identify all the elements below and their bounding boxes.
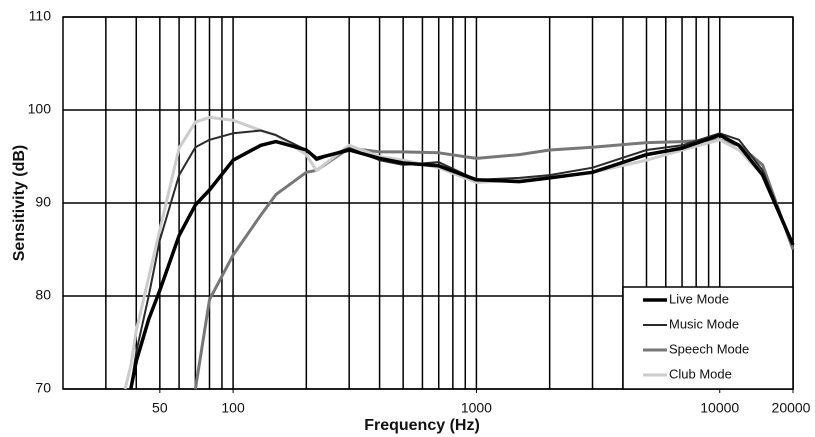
y-tick-label: 110 — [29, 8, 52, 24]
x-tick-label: 10000 — [700, 400, 739, 416]
y-tick-label: 70 — [35, 380, 51, 396]
y-axis-label: Sensitivity (dB) — [11, 145, 28, 261]
x-tick-label: 1000 — [461, 400, 492, 416]
legend-label: Speech Mode — [669, 341, 749, 356]
x-tick-label: 50 — [152, 400, 168, 416]
x-tick-label: 100 — [221, 400, 245, 416]
x-tick-label: 20000 — [772, 400, 811, 416]
y-tick-label: 90 — [35, 194, 51, 210]
legend-label: Live Mode — [669, 291, 729, 306]
legend-box — [622, 286, 794, 390]
series-line — [123, 115, 795, 390]
legend-label: Club Mode — [669, 366, 732, 381]
y-tick-label: 100 — [28, 101, 52, 117]
x-axis-label: Frequency (Hz) — [364, 417, 480, 434]
legend-label: Music Mode — [669, 316, 739, 331]
series-line — [129, 133, 795, 390]
y-tick-label: 80 — [35, 287, 51, 303]
